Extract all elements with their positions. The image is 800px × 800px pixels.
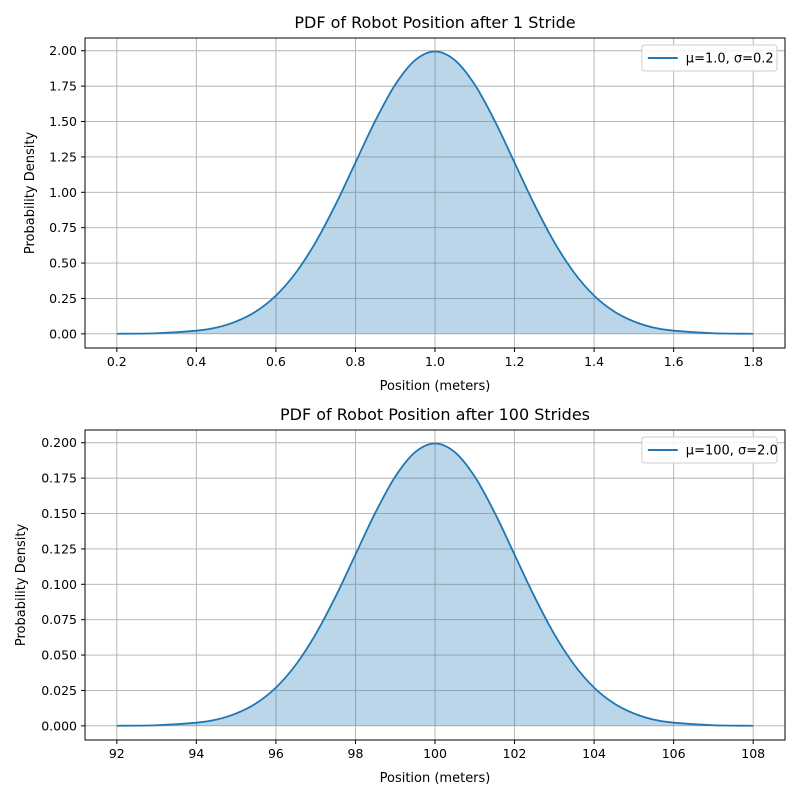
x-tick-label: 1.6 [664, 354, 684, 369]
x-tick-label: 92 [109, 746, 125, 761]
series-area [116, 443, 754, 726]
y-tick-label: 0.050 [41, 648, 77, 663]
legend-label: μ=100, σ=2.0 [686, 444, 778, 459]
x-axis-label: Position (meters) [380, 771, 491, 786]
y-tick-label: 0.50 [49, 256, 77, 271]
x-tick-label: 1.2 [505, 354, 525, 369]
legend-box [641, 44, 778, 72]
legend-label: μ=1.0, σ=0.2 [686, 52, 774, 67]
x-tick-label: 0.4 [186, 354, 206, 369]
x-tick-label: 0.2 [107, 354, 127, 369]
chart-panel-2: 92 94 96 98 100 102 104 106 108 0.000 0.025 0.050 0.… [14, 405, 786, 786]
x-tick-label: 102 [503, 746, 527, 761]
series-line [116, 442, 754, 727]
legend: μ=100, σ=2.0 [641, 436, 778, 464]
chart-title: PDF of Robot Position after 100 Strides [280, 405, 590, 424]
legend: μ=1.0, σ=0.2 [641, 44, 778, 72]
series-area [116, 51, 754, 334]
y-tick-label: 0.100 [41, 577, 77, 592]
y-tick-label: 0.125 [41, 541, 77, 556]
x-tick-label: 100 [423, 746, 447, 761]
y-tick-label: 0.200 [41, 435, 77, 450]
y-tick-label: 1.25 [49, 149, 77, 164]
y-tick-label: 1.75 [49, 79, 77, 94]
y-tick-label: 0.00 [49, 326, 77, 341]
x-tick-label: 1.8 [743, 354, 763, 369]
y-tick-label: 2.00 [49, 43, 77, 58]
x-tick-label: 106 [662, 746, 686, 761]
y-tick-label: 0.025 [41, 683, 77, 698]
y-axis-label: Probability Density [23, 132, 38, 255]
y-tick-label: 0.25 [49, 291, 77, 306]
x-tick-label: 96 [268, 746, 284, 761]
x-axis-label: Position (meters) [380, 379, 491, 394]
y-axis-label: Probability Density [14, 524, 29, 647]
y-tick-label: 0.075 [41, 612, 77, 627]
x-tick-label: 94 [188, 746, 204, 761]
x-tick-label: 1.4 [584, 354, 604, 369]
x-tick-label: 1.0 [425, 354, 445, 369]
x-tick-label: 108 [741, 746, 765, 761]
y-tick-label: 0.000 [41, 718, 77, 733]
y-tick-label: 1.00 [49, 185, 77, 200]
y-tick-label: 1.50 [49, 114, 77, 129]
chart-panel-1: 0.2 0.4 0.6 0.8 1.0 1.2 1.4 1.6 1.8 0.00 0.25 0.50 0… [23, 13, 786, 394]
y-tick-label: 0.175 [41, 471, 77, 486]
x-tick-label: 98 [348, 746, 364, 761]
chart-title: PDF of Robot Position after 1 Stride [294, 13, 575, 32]
x-tick-label: 0.6 [266, 354, 286, 369]
x-tick-label: 0.8 [346, 354, 366, 369]
y-tick-label: 0.75 [49, 220, 77, 235]
series-line [116, 50, 754, 335]
y-tick-label: 0.150 [41, 506, 77, 521]
x-tick-label: 104 [582, 746, 606, 761]
legend-box [641, 436, 778, 464]
